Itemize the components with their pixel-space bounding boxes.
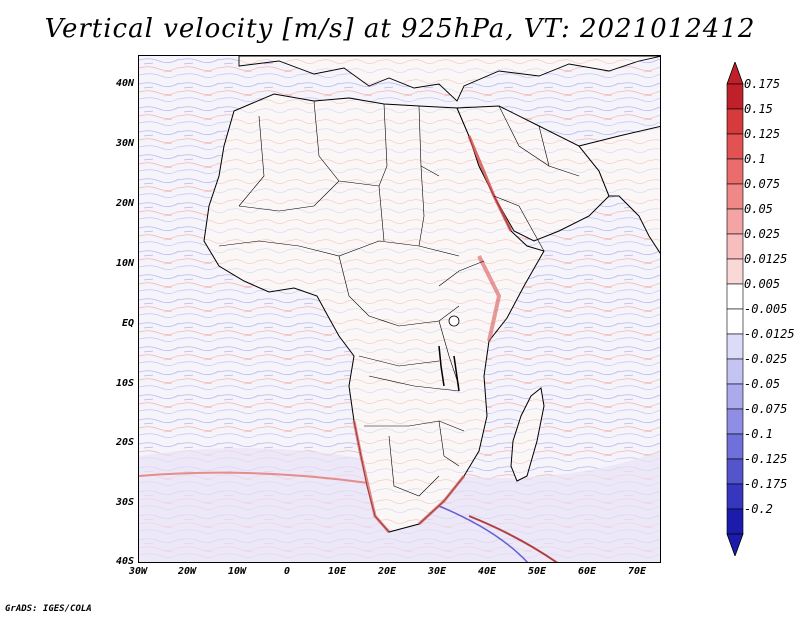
colorbar-label: 0.05 [744,202,773,216]
lat-label: 10S [115,378,134,389]
grads-credit: GrADS: IGES/COLA [5,604,92,614]
colorbar-label: -0.1 [744,427,773,441]
lat-label: 20S [115,437,134,448]
colorbar-label: -0.2 [744,502,773,516]
colorbar-cell [726,508,744,535]
arabia-landmass [456,105,610,242]
colorbar-label: 0.125 [744,127,781,141]
lat-label: 20N [115,198,134,209]
colorbar-cell [726,83,744,110]
europe-landmass [238,56,660,102]
lon-label: 10E [327,566,347,577]
colorbar-cell [726,433,744,460]
colorbar-cell [726,358,744,385]
colorbar-label: 0.0125 [744,252,788,266]
colorbar-label: -0.075 [744,402,788,416]
colorbar-label: 0.005 [744,277,781,291]
lon-label: 30W [128,566,148,577]
lat-label: 40S [115,556,134,567]
colorbar-cell [726,208,744,235]
velocity-map [139,56,660,562]
colorbar-cell [726,258,744,285]
colorbar-cell [726,308,744,335]
colorbar-cell [726,133,744,160]
colorbar-cell [726,408,744,435]
colorbar-label: 0.175 [744,77,781,91]
madagascar [510,387,545,482]
country-borders [218,100,580,497]
lon-label: 20W [177,566,197,577]
colorbar-cell [726,108,744,135]
colorbar-cell [726,383,744,410]
colorbar-label: 0.025 [744,227,781,241]
lon-label: 50E [527,566,547,577]
colorbar-label: 0.15 [744,102,773,116]
lon-label: 60E [577,566,597,577]
colorbar-cell [726,458,744,485]
colorbar-label: 0.075 [744,177,781,191]
lon-label: 10W [227,566,247,577]
colorbar [726,62,744,556]
colorbar-cell [726,283,744,310]
map-area [138,55,661,563]
lat-label: 10N [115,258,134,269]
colorbar-bottom-arrow [726,533,744,556]
lon-label: 0 [283,566,291,577]
asia-landmass [578,125,660,254]
colorbar-cell [726,483,744,510]
colorbar-label: -0.0125 [744,327,795,341]
colorbar-label: -0.125 [744,452,788,466]
lat-label: EQ [121,318,134,329]
colorbar-label: -0.05 [744,377,781,391]
colorbar-label: -0.025 [744,352,788,366]
colorbar-cell [726,158,744,185]
lon-label: 30E [427,566,447,577]
colorbar-label: 0.1 [744,152,766,166]
lon-label: 20E [377,566,397,577]
lat-label: 30S [115,497,134,508]
colorbar-cell [726,333,744,360]
colorbar-label: -0.005 [744,302,788,316]
lat-label: 40N [115,78,134,89]
colorbar-label: -0.175 [744,477,788,491]
colorbar-cell [726,233,744,260]
colorbar-top-arrow [726,62,744,85]
lon-label: 40E [477,566,497,577]
lon-label: 70E [627,566,647,577]
lat-label: 30N [115,138,134,149]
map-title: Vertical velocity [m/s] at 925hPa, VT: 2… [44,14,756,44]
colorbar-cell [726,183,744,210]
